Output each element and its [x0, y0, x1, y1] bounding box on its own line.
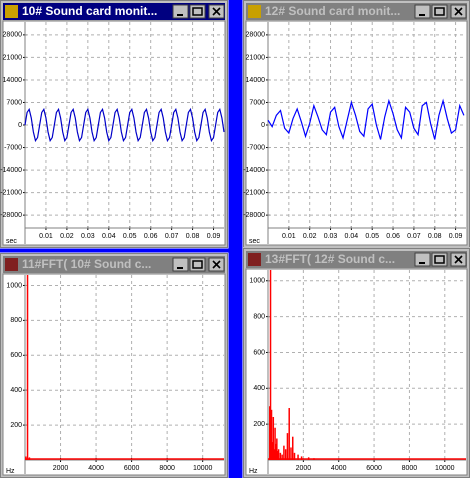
- y-tick-label: 400: [253, 385, 265, 392]
- x-tick-label: 0.05: [123, 233, 137, 240]
- title-bar[interactable]: [3, 3, 225, 20]
- x-unit-label: sec: [6, 238, 17, 245]
- x-tick-label: 0.04: [345, 233, 359, 240]
- client-area: [2, 273, 226, 476]
- y-tick-label: 28000: [246, 32, 266, 39]
- window-icon[interactable]: [248, 253, 261, 266]
- x-tick-label: 0.07: [165, 233, 179, 240]
- x-tick-label: 10000: [435, 465, 455, 472]
- y-tick-label: 1000: [6, 282, 22, 289]
- window-title: 11#FFT( 10# Sound c...: [22, 257, 151, 271]
- y-tick-label: 21000: [246, 54, 266, 61]
- glyph: [212, 260, 221, 269]
- x-tick-label: 6000: [124, 465, 140, 472]
- y-tick-label: 200: [253, 421, 265, 428]
- x-tick-label: 2000: [53, 465, 69, 472]
- y-tick-label: 1000: [249, 278, 265, 285]
- x-tick-label: 0.07: [407, 233, 421, 240]
- x-tick-label: 2000: [296, 465, 312, 472]
- minimize-button[interactable]: [414, 4, 431, 19]
- x-tick-label: 8000: [402, 465, 418, 472]
- x-tick-label: 0.02: [60, 233, 74, 240]
- x-tick-label: 0.04: [102, 233, 116, 240]
- x-tick-label: 0.02: [303, 233, 317, 240]
- waveform: [267, 98, 465, 140]
- y-tick-label: 28000: [3, 32, 23, 39]
- y-tick-label: 21000: [3, 54, 23, 61]
- title-bar[interactable]: [3, 256, 225, 273]
- y-tick-label: 14000: [3, 77, 23, 84]
- y-tick-label: -7000: [247, 144, 265, 151]
- x-tick-label: 0.01: [282, 233, 296, 240]
- y-tick-label: 7000: [6, 99, 22, 106]
- x-unit-label: Hz: [6, 468, 15, 475]
- y-tick-label: 14000: [246, 77, 266, 84]
- x-tick-label: 10000: [193, 465, 213, 472]
- y-tick-label: 800: [253, 313, 265, 320]
- x-unit-label: sec: [249, 238, 260, 245]
- y-tick-label: -21000: [243, 189, 265, 196]
- y-tick-label: 200: [10, 422, 22, 429]
- glyph: [212, 7, 221, 16]
- y-tick-label: -14000: [243, 167, 265, 174]
- window-title: 12# Sound card monit...: [265, 4, 400, 18]
- y-tick-label: 0: [18, 122, 22, 129]
- y-tick-label: 600: [10, 352, 22, 359]
- x-tick-label: 0.09: [449, 233, 463, 240]
- window-title: 10# Sound card monit...: [22, 4, 157, 18]
- x-tick-label: 0.03: [324, 233, 338, 240]
- x-tick-label: 0.06: [144, 233, 158, 240]
- waveform: [24, 107, 225, 143]
- x-tick-label: 6000: [366, 465, 382, 472]
- y-tick-label: 400: [10, 387, 22, 394]
- x-tick-label: 0.08: [186, 233, 200, 240]
- x-tick-label: 0.01: [39, 233, 53, 240]
- glyph: [192, 260, 203, 269]
- client-area: [2, 20, 226, 246]
- client-area: [245, 268, 468, 476]
- y-tick-label: 800: [10, 317, 22, 324]
- x-tick-label: 8000: [159, 465, 175, 472]
- window-icon[interactable]: [5, 5, 18, 18]
- minimize-button[interactable]: [172, 4, 189, 19]
- y-tick-label: -21000: [0, 189, 22, 196]
- title-bar[interactable]: [246, 251, 467, 268]
- x-tick-label: 0.08: [428, 233, 442, 240]
- window-title: 13#FFT( 12# Sound c...: [265, 252, 395, 266]
- glyph: [454, 255, 463, 264]
- client-area: [245, 20, 468, 246]
- y-tick-label: -28000: [243, 212, 265, 219]
- x-tick-label: 4000: [88, 465, 104, 472]
- y-tick-label: -14000: [0, 167, 22, 174]
- x-unit-label: Hz: [249, 468, 258, 475]
- y-tick-label: -28000: [0, 212, 22, 219]
- window-edge: [0, 0, 228, 248]
- y-tick-label: 7000: [249, 99, 265, 106]
- glyph: [434, 7, 445, 16]
- y-tick-label: 0: [261, 122, 265, 129]
- minimize-button[interactable]: [414, 252, 431, 267]
- glyph: [434, 255, 445, 264]
- minimize-button[interactable]: [172, 257, 189, 272]
- x-tick-label: 4000: [331, 465, 347, 472]
- glyph: [192, 7, 203, 16]
- x-tick-label: 0.05: [365, 233, 379, 240]
- y-tick-label: -7000: [4, 144, 22, 151]
- x-tick-label: 0.03: [81, 233, 95, 240]
- y-tick-label: 600: [253, 349, 265, 356]
- glyph: [454, 7, 463, 16]
- title-bar[interactable]: [246, 3, 467, 20]
- x-tick-label: 0.06: [386, 233, 400, 240]
- window-icon[interactable]: [5, 258, 18, 271]
- x-tick-label: 0.09: [207, 233, 221, 240]
- window-icon[interactable]: [248, 5, 261, 18]
